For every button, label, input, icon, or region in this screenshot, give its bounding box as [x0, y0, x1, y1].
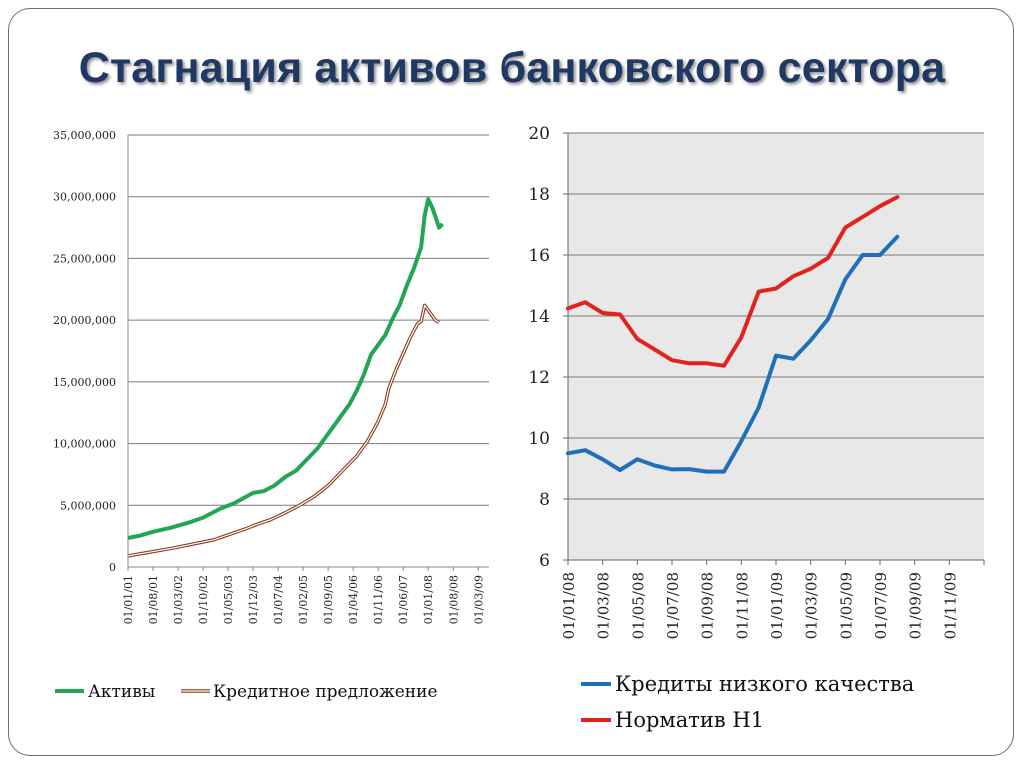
x-tick-label: 01/04/06 [347, 575, 360, 624]
y-tick-label: 20,000,000 [53, 314, 116, 327]
series-line-credit-inner [127, 304, 440, 557]
series-line-bad-loans [566, 234, 900, 474]
x-tick-label: 01/07/09 [872, 572, 890, 639]
x-tick-label: 01/11/09 [941, 572, 959, 639]
x-tick-label: 01/09/08 [699, 572, 717, 639]
x-tick-label: 01/03/08 [595, 572, 613, 639]
y-tick-label: 16 [528, 246, 550, 266]
y-tick-label: 15,000,000 [53, 376, 116, 389]
slide-title: Стагнация активов банковского сектора [78, 44, 946, 92]
plot-background [568, 133, 984, 560]
y-tick-label: 0 [109, 561, 116, 574]
legend-label-credit: Кредитное предложение [213, 682, 438, 702]
y-tick-label: 12 [528, 368, 550, 388]
x-tick-label: 01/05/03 [222, 575, 235, 624]
y-tick-label: 35,000,000 [53, 129, 116, 142]
x-tick-label: 01/01/01 [122, 575, 135, 624]
chart-loans-quality: 6 8 10 12 14 16 18 20 01/01/08 01/03/08 01/05/08 01… [528, 124, 985, 732]
y-tick-label: 5,000,000 [60, 499, 116, 512]
legend-label-bad-loans: Кредиты низкого качества [615, 672, 914, 696]
x-tick-label: 01/10/02 [197, 575, 210, 624]
x-tick-label: 01/03/09 [803, 572, 821, 639]
x-tick-label: 01/03/09 [472, 575, 485, 624]
x-tick-label: 01/07/08 [664, 572, 682, 639]
legend-label-n1: Норматив Н1 [615, 708, 764, 732]
y-tick-label: 6 [539, 551, 550, 571]
y-tick-label: 25,000,000 [53, 252, 116, 265]
y-tick-label: 10 [528, 429, 550, 449]
x-tick-label: 01/06/07 [397, 575, 410, 624]
y-tick-label: 30,000,000 [53, 191, 116, 204]
y-tick-label: 14 [528, 307, 550, 327]
x-tick-label: 01/08/08 [447, 575, 460, 624]
x-tick-label: 01/09/05 [322, 575, 335, 624]
y-tick-label: 10,000,000 [53, 438, 116, 451]
series-line-assets [127, 197, 444, 540]
x-tick-label: 01/03/02 [172, 575, 185, 624]
x-tick-label: 01/05/08 [629, 572, 647, 639]
x-tick-label: 01/01/08 [422, 575, 435, 624]
x-tick-label: 01/02/05 [297, 575, 310, 624]
x-tick-label: 01/05/09 [837, 572, 855, 639]
x-tick-label: 01/11/08 [733, 572, 751, 639]
legend-label-assets: Активы [88, 682, 155, 702]
x-tick-label: 01/09/09 [907, 572, 925, 639]
y-tick-label: 8 [539, 490, 550, 510]
x-tick-label: 01/11/06 [372, 575, 385, 624]
x-tick-label: 01/08/01 [147, 575, 160, 624]
y-tick-label: 20 [528, 124, 550, 144]
x-tick-label: 01/12/03 [247, 575, 260, 624]
x-tick-label: 01/01/08 [560, 572, 578, 639]
chart-assets: 0 5,000,000 10,000,000 15,000,000 20,000,000… [53, 129, 489, 702]
x-tick-label: 01/01/09 [768, 572, 786, 639]
y-tick-label: 18 [528, 185, 550, 205]
x-tick-label: 01/07/04 [272, 575, 285, 624]
series-line-n1 [566, 195, 900, 368]
series-line-credit-outer [127, 303, 440, 558]
